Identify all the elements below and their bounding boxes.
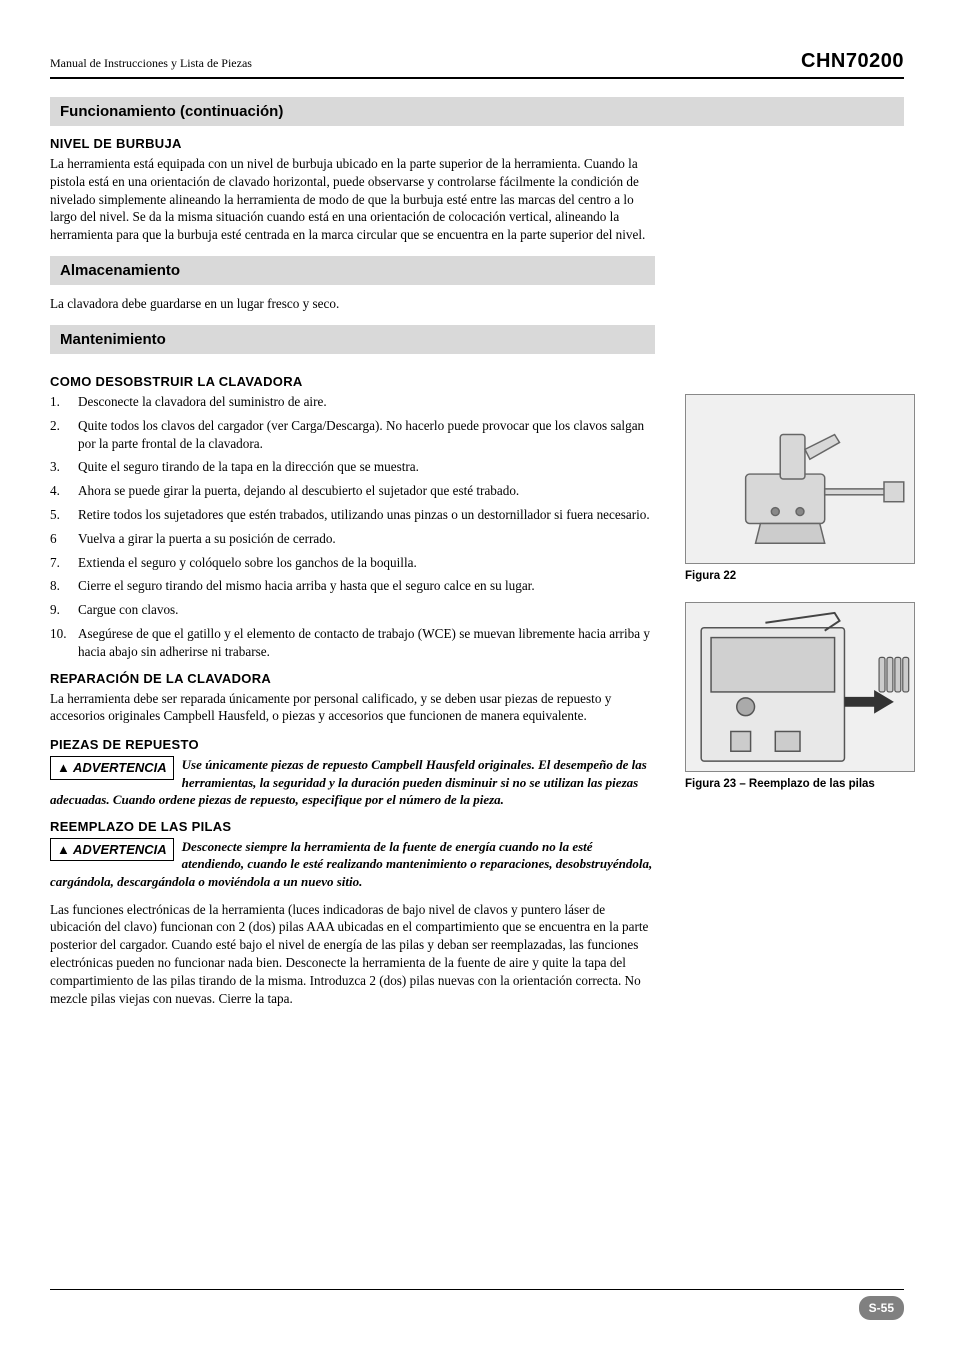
figure-22 xyxy=(685,394,915,564)
figure-22-caption: Figura 22 xyxy=(685,570,915,582)
step-6: 6Vuelva a girar la puerta a su posición … xyxy=(50,530,655,548)
subhead-desobstruir: COMO DESOBSTRUIR LA CLAVADORA xyxy=(50,374,655,389)
left-column: COMO DESOBSTRUIR LA CLAVADORA 1.Desconec… xyxy=(50,364,655,1020)
footer-rule xyxy=(50,1289,904,1290)
battery-replacement-illustration-icon xyxy=(686,603,914,771)
page-header: Manual de Instrucciones y Lista de Pieza… xyxy=(50,50,904,79)
section-mantenimiento: Mantenimiento xyxy=(50,325,655,354)
body-almacenamiento: La clavadora debe guardarse en un lugar … xyxy=(50,295,655,313)
tool-illustration-icon xyxy=(686,395,914,563)
body-nivel-burbuja: La herramienta está equipada con un nive… xyxy=(50,155,655,244)
warning-label-box: ▲ ADVERTENCIA xyxy=(50,756,174,780)
step-10: 10.Asegúrese de que el gatillo y el elem… xyxy=(50,625,655,661)
step-5: 5.Retire todos los sujetadores que estén… xyxy=(50,506,655,524)
step-4: 4.Ahora se puede girar la puerta, dejand… xyxy=(50,482,655,500)
figure-23 xyxy=(685,602,915,772)
step-9: 9.Cargue con clavos. xyxy=(50,601,655,619)
desobstruir-steps: 1.Desconecte la clavadora del suministro… xyxy=(50,393,655,661)
figure-23-caption: Figura 23 – Reemplazo de las pilas xyxy=(685,778,915,790)
subhead-piezas-repuesto: PIEZAS DE REPUESTO xyxy=(50,737,655,752)
subhead-reparacion: REPARACIÓN DE LA CLAVADORA xyxy=(50,671,655,686)
warning-piezas: ▲ ADVERTENCIA Use únicamente piezas de r… xyxy=(50,756,655,809)
step-3: 3.Quite el seguro tirando de la tapa en … xyxy=(50,458,655,476)
page-number-badge: S-55 xyxy=(859,1296,904,1320)
warning-label-box-2: ▲ ADVERTENCIA xyxy=(50,838,174,862)
header-left-text: Manual de Instrucciones y Lista de Pieza… xyxy=(50,56,252,71)
body-reemplazo-pilas: Las funciones electrónicas de la herrami… xyxy=(50,901,655,1008)
body-reparacion: La herramienta debe ser reparada únicame… xyxy=(50,690,655,726)
section-almacenamiento: Almacenamiento xyxy=(50,256,655,285)
header-model-number: CHN70200 xyxy=(801,50,904,73)
step-1: 1.Desconecte la clavadora del suministro… xyxy=(50,393,655,411)
step-8: 8.Cierre el seguro tirando del mismo hac… xyxy=(50,577,655,595)
warning-reemplazo: ▲ ADVERTENCIA Desconecte siempre la herr… xyxy=(50,838,655,891)
subhead-nivel-burbuja: NIVEL DE BURBUJA xyxy=(50,136,904,151)
section-funcionamiento: Funcionamiento (continuación) xyxy=(50,97,904,126)
subhead-reemplazo-pilas: REEMPLAZO DE LAS PILAS xyxy=(50,819,655,834)
step-7: 7.Extienda el seguro y colóquelo sobre l… xyxy=(50,554,655,572)
step-2: 2.Quite todos los clavos del cargador (v… xyxy=(50,417,655,453)
right-column: Figura 22 xyxy=(685,364,915,810)
two-column-layout: COMO DESOBSTRUIR LA CLAVADORA 1.Desconec… xyxy=(50,364,904,1020)
